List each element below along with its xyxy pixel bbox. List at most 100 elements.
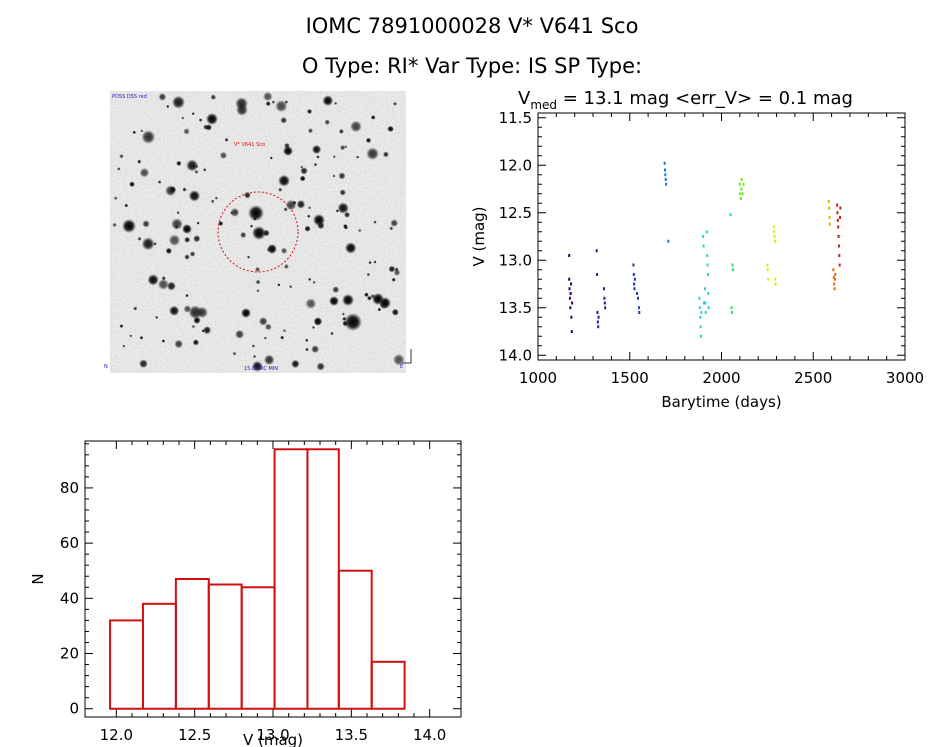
lc-title: Vmed = 13.1 mag <err_V> = 0.1 mag (518, 88, 853, 112)
hist-xlabel: V (mag) (243, 731, 303, 747)
sky-star (157, 180, 162, 184)
sky-star (112, 222, 117, 228)
sky-star (171, 95, 185, 109)
sky-star (265, 101, 271, 107)
sky-star (387, 125, 394, 132)
lc-point (699, 315, 702, 319)
sky-star (391, 308, 399, 316)
sky-star-bright (283, 146, 293, 156)
sky-star (307, 128, 313, 134)
lc-point (828, 216, 831, 219)
sky-star (392, 353, 405, 366)
lc-point (603, 296, 606, 300)
lc-point (773, 235, 776, 238)
sky-star (219, 151, 228, 159)
lc-point (838, 254, 841, 257)
histogram-chart: 12.0 12.5 13.0 13.5 14.0 0 20 40 60 80 V (mag) N (29, 440, 462, 747)
hist-ytick-label: 60 (60, 534, 79, 552)
sky-star (296, 199, 306, 209)
lc-point (706, 273, 709, 276)
lc-point (698, 296, 701, 300)
lc-point (836, 203, 839, 207)
lc-point (664, 173, 667, 177)
lc-point (828, 222, 831, 226)
sky-star (358, 228, 362, 233)
lc-point (637, 306, 640, 310)
sky-star (192, 339, 199, 346)
sky-star (137, 236, 142, 241)
sky-star (394, 267, 399, 272)
sky-star (141, 130, 156, 144)
lc-title-sub: med (530, 98, 557, 112)
lc-title-prefix: V (518, 88, 531, 109)
compass-mark (402, 349, 412, 364)
hist-bar (273, 448, 309, 710)
lc-point (833, 282, 836, 286)
sky-label-north: N (104, 364, 108, 370)
lc-point (774, 277, 777, 281)
sky-finder-image: POSS DSS red V* V641 Sco 15.0 ARC MIN N … (104, 91, 412, 373)
sky-star (312, 280, 316, 284)
sky-star (264, 323, 272, 331)
lc-point (730, 311, 733, 314)
hist-ylabel: N (29, 573, 47, 584)
lc-point (836, 218, 839, 222)
sky-star (383, 151, 389, 158)
sky-star (181, 116, 185, 120)
lc-ytick-label: 11.5 (499, 109, 532, 127)
sky-star (203, 326, 212, 335)
lc-point (767, 277, 770, 281)
sky-star (214, 196, 218, 200)
hist-xtick-label: 13.0 (256, 726, 289, 744)
sky-star (184, 236, 191, 243)
lc-point (703, 287, 706, 291)
sky-star (235, 97, 248, 110)
lc-xtick-label: 2000 (702, 369, 740, 387)
sky-star (316, 155, 320, 159)
sky-star (313, 162, 318, 167)
lc-point (568, 277, 571, 281)
sky-star (119, 324, 124, 329)
lc-point (568, 287, 571, 291)
lc-point (827, 199, 830, 203)
sky-star (334, 101, 338, 105)
sky-star (277, 283, 281, 287)
lc-point (833, 287, 836, 291)
sky-star (391, 277, 396, 282)
sky-star (147, 274, 159, 286)
lc-point (699, 325, 702, 329)
hist-xtick-label: 14.0 (413, 726, 446, 744)
sky-star (176, 160, 182, 166)
sky-star-bright (241, 308, 251, 318)
lc-point (836, 211, 839, 215)
sky-star (280, 247, 288, 254)
sky-star (330, 331, 334, 336)
lc-point (603, 301, 606, 305)
lc-point (570, 282, 573, 286)
sky-star (275, 100, 288, 113)
lc-xtick-label: 1000 (519, 369, 557, 387)
sky-star (166, 281, 176, 291)
lc-point (569, 306, 572, 310)
lc-point (698, 306, 701, 310)
lc-point (603, 287, 606, 291)
sky-star (230, 211, 234, 215)
sky-star (282, 328, 287, 333)
sky-star (186, 159, 199, 172)
sky-star (166, 104, 170, 109)
sky-star (183, 128, 190, 135)
lc-point (740, 178, 743, 181)
sky-star (157, 278, 169, 290)
sky-star (332, 286, 340, 294)
lc-point (837, 225, 840, 229)
sky-star (140, 129, 144, 133)
lc-point (570, 315, 573, 319)
sky-star (373, 220, 377, 224)
sky-star (196, 306, 208, 319)
sky-star (292, 200, 297, 205)
lc-points (568, 161, 842, 338)
sky-star-bright (122, 219, 136, 233)
sky-star (182, 187, 187, 192)
sky-star (196, 221, 200, 225)
lc-point (828, 206, 831, 210)
